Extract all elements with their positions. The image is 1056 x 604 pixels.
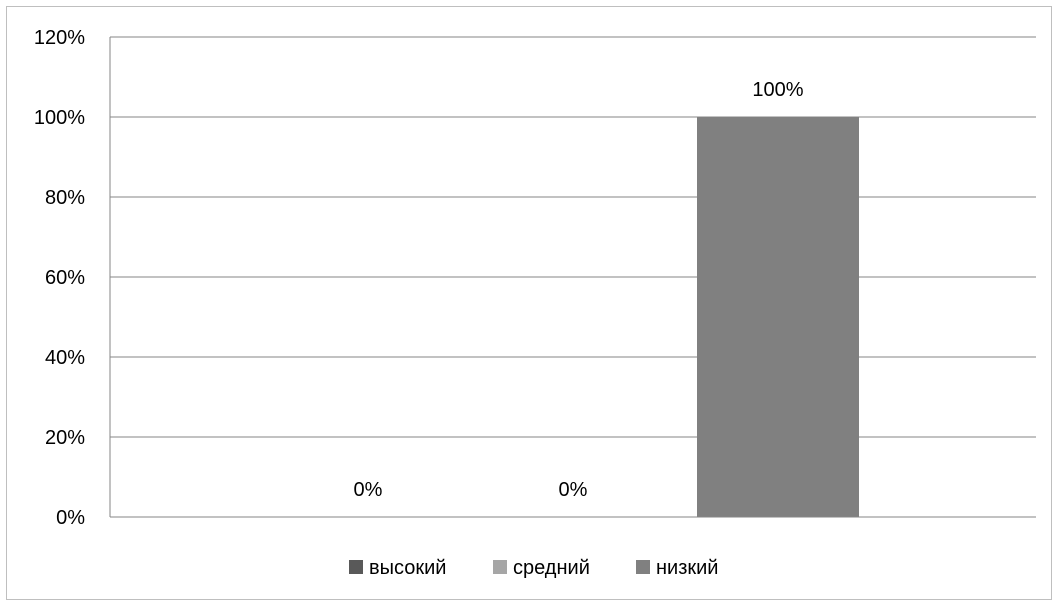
data-label: 0% bbox=[354, 479, 383, 501]
legend-label: высокий bbox=[369, 557, 446, 579]
y-tick-label: 100% bbox=[34, 107, 85, 129]
y-tick-label: 0% bbox=[56, 507, 85, 529]
y-tick-label: 80% bbox=[45, 187, 85, 209]
legend-swatch bbox=[636, 560, 650, 574]
data-label: 0% bbox=[559, 479, 588, 501]
legend-label: низкий bbox=[656, 557, 718, 579]
legend-swatch bbox=[493, 560, 507, 574]
y-tick-label: 60% bbox=[45, 267, 85, 289]
bar-3 bbox=[697, 117, 859, 517]
chart-area bbox=[6, 6, 1052, 600]
legend-swatch bbox=[349, 560, 363, 574]
legend-label: средний bbox=[513, 557, 590, 579]
y-tick-label: 120% bbox=[34, 27, 85, 49]
y-tick-label: 40% bbox=[45, 347, 85, 369]
y-tick-label: 20% bbox=[45, 427, 85, 449]
data-label: 100% bbox=[752, 79, 803, 101]
